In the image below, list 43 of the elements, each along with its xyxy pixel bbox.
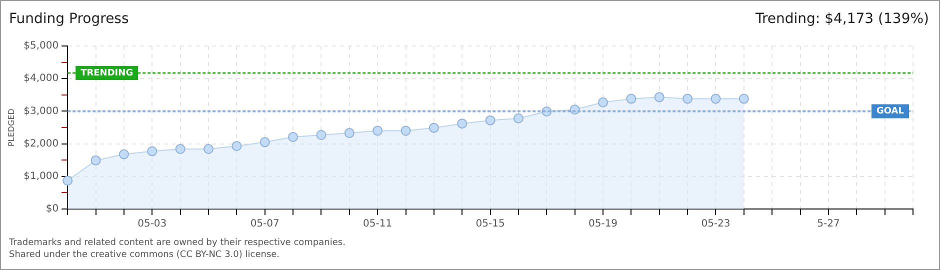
point: [710, 94, 721, 104]
text: Trademarks and related content are owned by their respective companies.: [9, 237, 346, 249]
point: [316, 130, 326, 140]
point: [90, 155, 101, 166]
point: [428, 122, 439, 133]
point: [175, 144, 186, 154]
chart-title: Funding Progress: [9, 11, 129, 27]
point: [232, 141, 242, 152]
point: [654, 92, 664, 102]
x-tick-label: 05-19: [588, 218, 618, 230]
x-tick-label: 05-11: [363, 218, 392, 230]
point: [288, 132, 298, 142]
point: [513, 113, 524, 124]
point: [203, 144, 214, 154]
text: Shared under the creative commons (CC BY-NC 3.0) license.: [9, 249, 281, 261]
y-tick-label: $5,000: [24, 40, 59, 52]
point: [457, 118, 468, 129]
point: [400, 126, 411, 136]
x-tick-label: 05-07: [250, 218, 280, 230]
y-tick-label: $2,000: [24, 138, 59, 150]
point: [598, 97, 608, 108]
ref-line-label: TRENDING: [80, 68, 134, 78]
x-tick-label: 05-23: [701, 218, 730, 230]
point: [118, 149, 129, 160]
point: [147, 146, 158, 156]
y-tick-label: $3,000: [24, 106, 59, 117]
x-tick-label: 05-15: [476, 218, 505, 230]
x-tick-label: 5-27: [817, 218, 840, 230]
y-tick-label: $4,000: [24, 73, 59, 84]
point: [738, 94, 749, 104]
y-tick-label: $1,000: [24, 170, 59, 182]
x-tick-label: 05-03: [138, 218, 167, 230]
point: [682, 94, 693, 104]
point: [62, 176, 73, 186]
y-tick-label: $0: [46, 204, 59, 215]
ref-line-label: GOAL: [876, 106, 904, 117]
point: [485, 115, 496, 126]
chart-subtitle: Trending: $4,173 (139%): [755, 11, 929, 27]
point: [260, 137, 270, 148]
y-axis-title: PLEDGED: [6, 108, 16, 146]
point: [626, 94, 636, 104]
point: [344, 128, 354, 138]
point: [372, 126, 383, 136]
